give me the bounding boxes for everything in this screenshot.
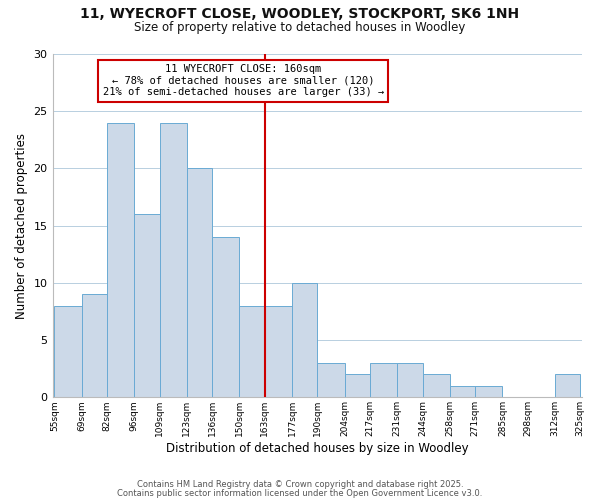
Bar xyxy=(160,122,187,398)
Bar xyxy=(450,386,475,398)
Bar xyxy=(475,386,502,398)
Bar xyxy=(239,306,265,398)
Bar xyxy=(82,294,107,398)
Bar xyxy=(422,374,450,398)
Bar xyxy=(107,122,134,398)
Bar xyxy=(212,237,239,398)
Bar xyxy=(397,363,422,398)
Text: 11, WYECROFT CLOSE, WOODLEY, STOCKPORT, SK6 1NH: 11, WYECROFT CLOSE, WOODLEY, STOCKPORT, … xyxy=(80,8,520,22)
Text: Size of property relative to detached houses in Woodley: Size of property relative to detached ho… xyxy=(134,21,466,34)
Bar xyxy=(187,168,212,398)
X-axis label: Distribution of detached houses by size in Woodley: Distribution of detached houses by size … xyxy=(166,442,469,455)
Bar xyxy=(55,306,82,398)
Bar xyxy=(555,374,580,398)
Bar xyxy=(370,363,397,398)
Bar xyxy=(344,374,370,398)
Bar xyxy=(317,363,344,398)
Y-axis label: Number of detached properties: Number of detached properties xyxy=(15,132,28,318)
Bar xyxy=(292,283,317,398)
Bar xyxy=(265,306,292,398)
Text: Contains HM Land Registry data © Crown copyright and database right 2025.: Contains HM Land Registry data © Crown c… xyxy=(137,480,463,489)
Bar xyxy=(134,214,160,398)
Text: Contains public sector information licensed under the Open Government Licence v3: Contains public sector information licen… xyxy=(118,488,482,498)
Text: 11 WYECROFT CLOSE: 160sqm
← 78% of detached houses are smaller (120)
21% of semi: 11 WYECROFT CLOSE: 160sqm ← 78% of detac… xyxy=(103,64,384,98)
